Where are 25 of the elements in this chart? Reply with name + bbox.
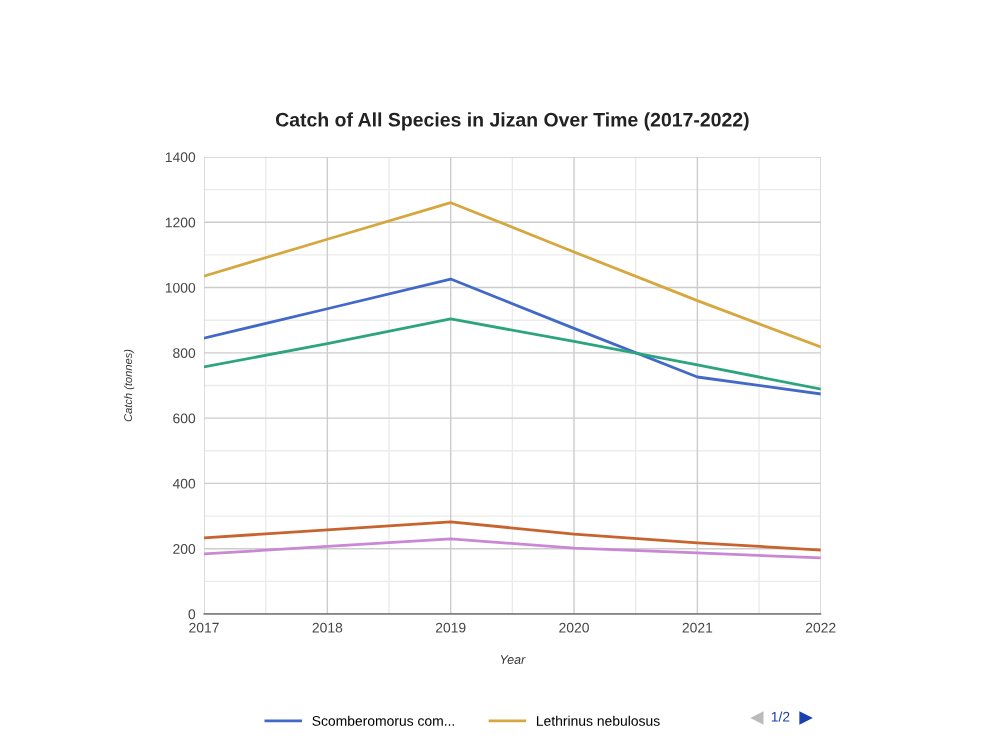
line-series [204, 317, 821, 391]
x-tick-label: 2020 [559, 622, 589, 633]
x-tick-label: 2021 [682, 622, 713, 633]
legend-label: Lethrinus nebulosus [536, 715, 660, 726]
x-tick-label: 2022 [805, 622, 836, 633]
line-series [204, 520, 821, 552]
line-series [204, 201, 821, 349]
chart-title: Catch of All Species in Jizan Over Time (2017-2022) [275, 112, 749, 131]
x-tick-label: 2018 [312, 622, 343, 633]
x-tick-label: 2017 [189, 622, 219, 633]
y-tick-label: 600 [173, 413, 196, 424]
x-tick-label: 2019 [435, 622, 466, 633]
x-axis-title: Year [500, 655, 526, 664]
text: 1/2 [771, 711, 790, 722]
y-tick-label: 800 [173, 348, 196, 359]
y-tick-label: 400 [172, 478, 196, 489]
y-tick-label: 1400 [165, 152, 196, 163]
line-series [204, 277, 821, 396]
y-tick-label: 1200 [165, 217, 196, 228]
y-axis-title: Catch (tonnes) [123, 349, 135, 422]
y-tick-label: 200 [173, 544, 196, 554]
y-tick-label: 0 [188, 609, 196, 620]
legend-label: Scomberomorus com... [312, 715, 455, 726]
line-series [204, 537, 821, 560]
y-tick-label: 1000 [165, 282, 196, 293]
